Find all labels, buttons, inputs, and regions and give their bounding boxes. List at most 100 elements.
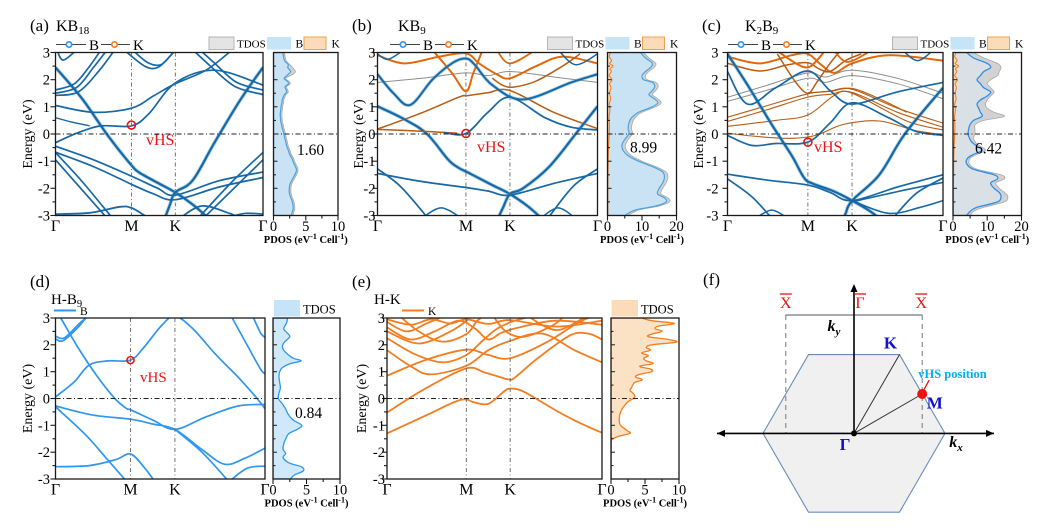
svg-text:K: K [467,38,478,54]
svg-text:-3: -3 [38,472,50,488]
svg-text:K: K [169,482,181,499]
svg-text:(c): (c) [702,16,721,35]
svg-text:3: 3 [368,46,375,62]
svg-text:-3: -3 [363,209,375,225]
svg-text:Γ: Γ [260,482,269,499]
svg-text:PDOS (eV-1 Cell-1): PDOS (eV-1 Cell-1) [600,232,684,246]
svg-text:10: 10 [635,219,650,235]
svg-text:10: 10 [331,219,346,235]
svg-text:KB9: KB9 [398,18,426,37]
svg-text:M: M [123,482,137,499]
svg-text:Energy (eV): Energy (eV) [352,99,367,169]
svg-text:20: 20 [669,219,684,235]
svg-text:TDOS: TDOS [576,39,605,51]
svg-text:K: K [170,218,182,235]
svg-text:0: 0 [270,219,277,235]
svg-text:X: X [915,295,927,312]
svg-text:Γ: Γ [938,218,947,235]
svg-text:Γ: Γ [593,218,602,235]
svg-text:1: 1 [378,365,385,381]
svg-text:B: B [634,39,642,51]
svg-text:K: K [428,306,437,318]
svg-text:10: 10 [980,219,995,235]
svg-text:1: 1 [711,100,718,116]
svg-text:TDOS: TDOS [641,303,674,317]
svg-text:PDOS (eV-1 Cell-1): PDOS (eV-1 Cell-1) [603,496,687,510]
svg-text:vHS: vHS [477,139,505,156]
svg-text:PDOS (eV-1 Cell-1): PDOS (eV-1 Cell-1) [265,496,349,510]
svg-text:(e): (e) [352,272,371,291]
svg-text:(b): (b) [352,16,372,35]
svg-text:3: 3 [43,46,50,62]
svg-text:0: 0 [607,483,614,499]
svg-text:2: 2 [43,73,50,89]
svg-text:-3: -3 [706,209,718,225]
svg-text:-2: -2 [373,445,385,461]
svg-text:vHS: vHS [146,132,174,149]
svg-text:M: M [801,218,815,235]
svg-text:Energy (eV): Energy (eV) [21,99,36,169]
svg-text:-1: -1 [38,154,50,170]
svg-text:0: 0 [368,127,375,143]
svg-text:-1: -1 [363,154,375,170]
svg-text:2: 2 [43,338,50,354]
svg-text:1: 1 [43,365,50,381]
svg-text:5: 5 [302,219,309,235]
svg-text:Γ: Γ [51,218,60,235]
svg-text:K: K [1015,39,1024,51]
svg-text:K: K [884,334,898,353]
svg-text:-1: -1 [38,418,50,434]
svg-text:-2: -2 [706,181,718,197]
svg-text:Energy (eV): Energy (eV) [355,364,370,434]
svg-text:M: M [927,393,943,412]
svg-text:Γ: Γ [840,435,851,454]
svg-text:2: 2 [368,73,375,89]
svg-text:10: 10 [333,483,348,499]
svg-text:2: 2 [378,338,385,354]
svg-text:0: 0 [43,127,50,143]
svg-text:-2: -2 [38,445,50,461]
svg-text:PDOS (eV-1 Cell-1): PDOS (eV-1 Cell-1) [945,232,1029,246]
svg-text:M: M [459,218,473,235]
svg-text:-1: -1 [373,418,385,434]
svg-text:1: 1 [368,100,375,116]
svg-text:8.99: 8.99 [630,140,657,157]
svg-text:Γ: Γ [597,482,606,499]
svg-text:X: X [780,295,792,312]
svg-text:0: 0 [711,127,718,143]
svg-text:10: 10 [672,483,687,499]
svg-text:K2B9: K2B9 [745,18,779,37]
svg-text:Energy (eV): Energy (eV) [692,99,707,169]
svg-text:-3: -3 [373,472,385,488]
svg-text:0: 0 [949,219,956,235]
svg-text:(f): (f) [703,270,720,289]
svg-text:K: K [332,39,341,51]
svg-text:5: 5 [641,483,648,499]
svg-text:Energy (eV): Energy (eV) [21,364,36,434]
svg-text:B: B [761,38,771,54]
svg-text:(d): (d) [30,272,50,291]
svg-text:vHS: vHS [140,370,167,386]
svg-text:Γ: Γ [258,218,267,235]
svg-text:M: M [124,218,138,235]
svg-text:H-K: H-K [374,292,401,308]
svg-text:-2: -2 [38,181,50,197]
svg-text:TDOS: TDOS [303,303,336,317]
svg-text:K: K [504,218,516,235]
svg-text:K: K [504,482,516,499]
svg-text:K: K [805,38,816,54]
svg-text:3: 3 [43,311,50,327]
svg-text:20: 20 [1014,219,1029,235]
svg-text:B: B [80,306,88,318]
svg-text:5: 5 [303,483,310,499]
svg-text:Γ: Γ [855,295,864,312]
svg-text:(a): (a) [30,16,49,35]
svg-text:Γ: Γ [723,218,732,235]
svg-text:3: 3 [378,311,385,327]
svg-text:2: 2 [711,73,718,89]
svg-text:B: B [423,38,433,54]
svg-text:K: K [133,38,144,54]
svg-text:M: M [459,482,473,499]
svg-text:B: B [89,38,99,54]
svg-text:-2: -2 [363,181,375,197]
